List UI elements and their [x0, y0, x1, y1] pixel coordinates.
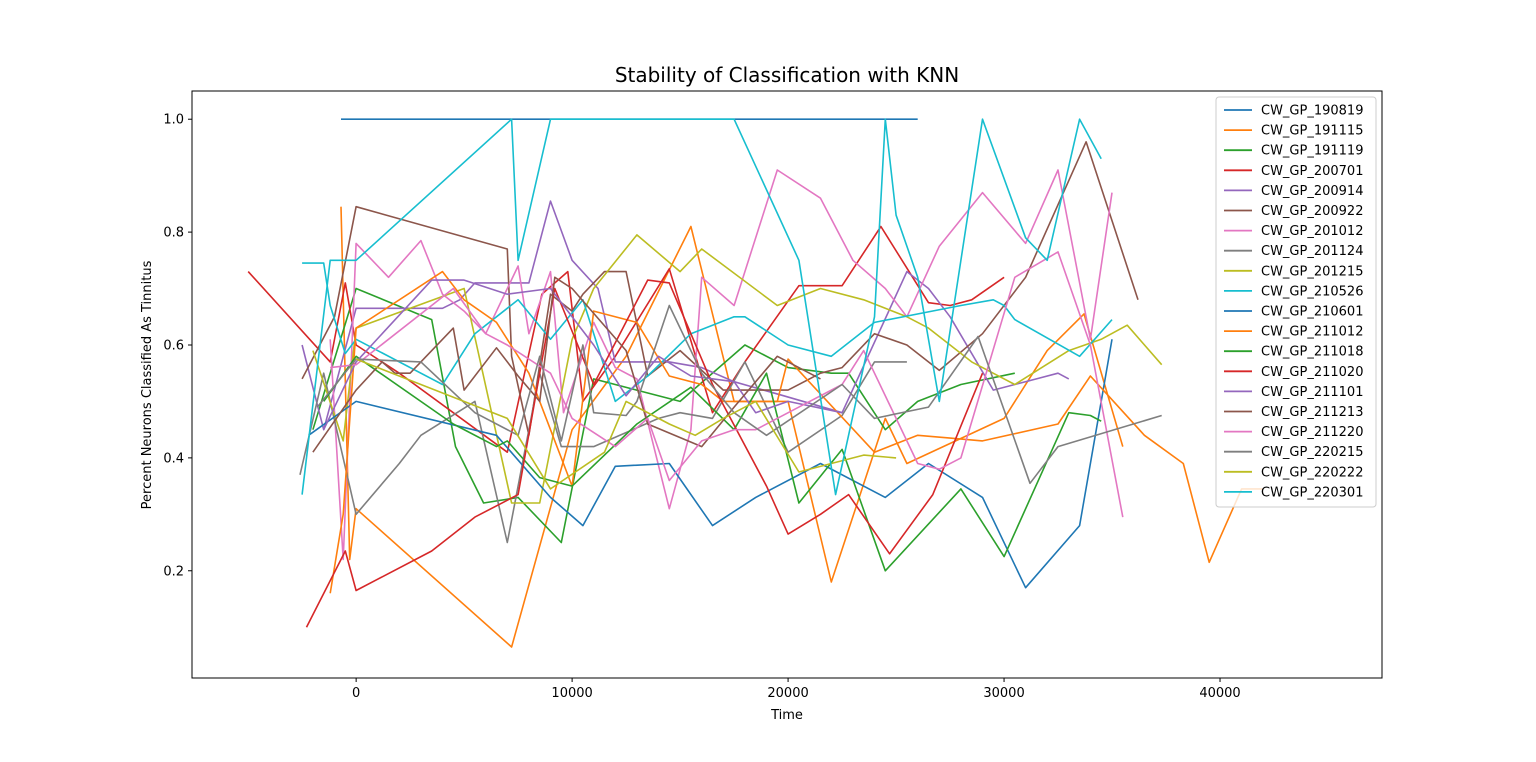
series-layer: [247, 118, 1264, 648]
x-tick-label: 30000: [983, 686, 1024, 701]
legend-entry-label: CW_GP_201124: [1261, 244, 1363, 259]
legend-entry-label: CW_GP_211220: [1261, 425, 1363, 440]
legend-entry-label: CW_GP_200914: [1261, 184, 1363, 199]
x-axis-label: Time: [770, 708, 803, 723]
series-line-cw-gp-210526: [302, 262, 1113, 403]
series-line-cw-gp-220222: [355, 358, 897, 490]
legend-entry-label: CW_GP_191119: [1261, 144, 1363, 159]
legend-entry-label: CW_GP_211020: [1261, 365, 1363, 380]
series-line-cw-gp-200922: [301, 141, 1139, 437]
legend-entry-label: CW_GP_220301: [1261, 485, 1363, 500]
series-line-cw-gp-211101: [322, 279, 843, 431]
y-tick-label: 0.6: [163, 338, 184, 353]
legend-box: [1215, 96, 1377, 508]
y-tick-label: 0.4: [163, 451, 184, 466]
legend-entry-label: CW_GP_200701: [1261, 164, 1363, 179]
legend-entry-label: CW_GP_211018: [1261, 345, 1363, 360]
y-tick-label: 1.0: [163, 113, 184, 128]
legend: CW_GP_190819 CW_GP_191115 CW_GP_191119 CW_G…: [1215, 96, 1377, 508]
y-axis-label: Percent Neurons Classified As Tinnitus: [140, 260, 155, 509]
legend-entry-label: CW_GP_191115: [1261, 124, 1363, 139]
legend-entry-label: CW_GP_200922: [1261, 204, 1363, 219]
series-line-cw-gp-201215: [312, 234, 1163, 504]
x-tick-label: 40000: [1199, 686, 1240, 701]
series-line-cw-gp-211012: [329, 270, 1264, 594]
x-tick-label: 20000: [767, 686, 808, 701]
legend-entry-label: CW_GP_201012: [1261, 224, 1363, 239]
y-tick-label: 0.2: [163, 564, 184, 579]
legend-entry-label: CW_GP_210601: [1261, 305, 1363, 320]
plot-frame: [191, 90, 1383, 679]
series-line-cw-gp-220215: [316, 304, 1162, 485]
y-tick-label: 0.8: [163, 226, 184, 241]
x-tick-label: 0: [352, 686, 360, 701]
legend-entry-label: CW_GP_211012: [1261, 325, 1363, 340]
series-line-cw-gp-200914: [301, 200, 1070, 431]
series-line-cw-gp-211018: [323, 355, 1102, 572]
legend-entry-label: CW_GP_210526: [1261, 284, 1363, 299]
series-line-cw-gp-211213: [312, 276, 821, 453]
legend-entry-label: CW_GP_220222: [1261, 465, 1363, 480]
legend-entry-label: CW_GP_201215: [1261, 264, 1363, 279]
x-tick-label: 10000: [551, 686, 592, 701]
chart-title: Stability of Classification with KNN: [615, 63, 959, 87]
legend-entry-label: CW_GP_190819: [1261, 104, 1363, 119]
series-line-cw-gp-220301: [301, 118, 1102, 496]
x-axis: 0 10000 20000 30000 40000: [352, 678, 1241, 701]
series-line-cw-gp-191119: [312, 287, 1015, 544]
legend-entry-label: CW_GP_211213: [1261, 405, 1363, 420]
legend-entry-label: CW_GP_211101: [1261, 385, 1363, 400]
series-line-cw-gp-211020: [305, 279, 984, 628]
series-line-cw-gp-201012: [329, 169, 1113, 561]
legend-entry-label: CW_GP_220215: [1261, 445, 1363, 460]
series-line-cw-gp-211220: [330, 251, 1124, 518]
y-axis: 0.2 0.4 0.6 0.8 1.0: [163, 113, 192, 579]
